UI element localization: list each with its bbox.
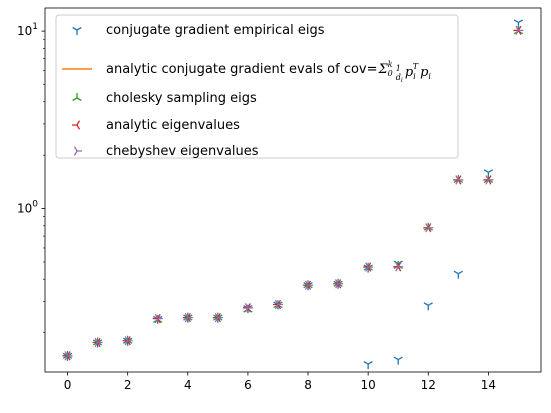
data-point [64, 351, 73, 361]
data-point [455, 175, 464, 185]
data-point [393, 262, 402, 272]
data-point [395, 262, 404, 272]
data-point [62, 351, 71, 361]
legend-box [55, 14, 459, 159]
data-point [393, 356, 403, 365]
legend-label: conjugate gradient empirical eigs [106, 23, 325, 38]
legend-label: cholesky sampling eigs [106, 91, 257, 106]
data-point [425, 223, 434, 233]
x-tick-label: 4 [184, 378, 192, 392]
data-point [335, 279, 344, 289]
legend-label: chebyshev eigenvalues [106, 144, 259, 159]
data-point [272, 299, 282, 310]
data-point [212, 312, 221, 323]
legend-label: analytic conjugate gradient evals of cov… [106, 60, 431, 84]
x-tick-label: 6 [244, 378, 252, 392]
legend-marker [73, 146, 82, 156]
legend-entry: chebyshev eigenvalues [73, 144, 259, 159]
data-point [92, 337, 101, 348]
data-point [182, 312, 191, 323]
data-point [122, 336, 131, 346]
legend-entry: analytic conjugate gradient evals of cov… [62, 60, 431, 84]
x-tick-label: 2 [124, 378, 132, 392]
series-3-points [62, 25, 522, 361]
data-point [423, 302, 433, 311]
axes: 0 2 4 6 8 10 12 14 100 101 [17, 7, 542, 392]
data-point [513, 25, 522, 36]
data-point [244, 303, 253, 313]
legend-marker [72, 93, 82, 102]
data-point [274, 299, 283, 310]
plot-area [62, 19, 524, 370]
legend-marker [72, 120, 81, 130]
y-tick-label: 101 [17, 22, 38, 38]
series-4-points [64, 25, 524, 361]
data-point [124, 336, 133, 346]
data-point [333, 279, 342, 289]
data-point [483, 175, 492, 185]
data-point [242, 303, 251, 313]
data-point [453, 270, 464, 279]
data-point [485, 175, 494, 185]
legend-marker [72, 26, 82, 35]
data-point [154, 313, 163, 324]
y-tick-label: 100 [17, 200, 38, 216]
data-point [363, 361, 373, 370]
data-point [363, 262, 372, 272]
x-tick-label: 10 [361, 378, 376, 392]
data-point [515, 25, 524, 36]
data-point [423, 223, 432, 233]
data-point [453, 175, 462, 185]
data-point [365, 262, 374, 272]
legend-entry: conjugate gradient empirical eigs [72, 23, 325, 38]
data-point [303, 280, 312, 290]
data-point [152, 313, 161, 324]
legend: conjugate gradient empirical eigs analyti… [55, 14, 459, 159]
data-point [304, 280, 314, 290]
data-point [94, 337, 103, 348]
legend-entry: cholesky sampling eigs [72, 91, 257, 106]
x-tick-label: 8 [304, 378, 312, 392]
x-tick-label: 0 [64, 378, 72, 392]
data-point [184, 312, 193, 323]
x-tick-label: 14 [481, 378, 496, 392]
axes-frame [44, 7, 542, 373]
data-point [214, 312, 223, 323]
legend-entry: analytic eigenvalues [72, 118, 240, 133]
legend-label: analytic eigenvalues [106, 118, 240, 133]
x-tick-label: 12 [421, 378, 436, 392]
